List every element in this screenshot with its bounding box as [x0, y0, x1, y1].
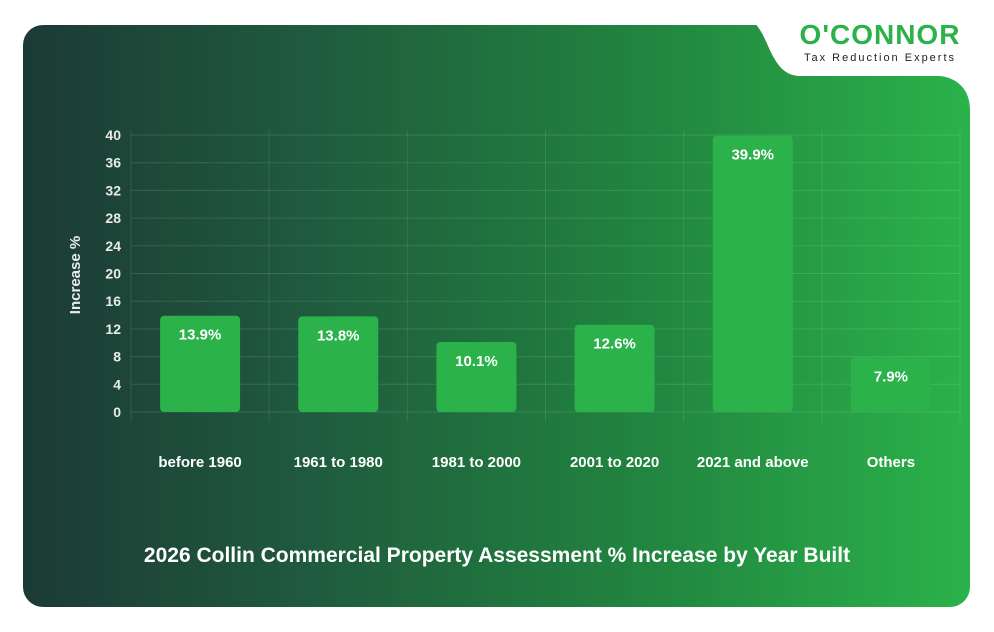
y-tick-label: 16: [105, 293, 121, 309]
y-tick-label: 24: [105, 238, 121, 254]
y-tick-label: 28: [105, 210, 121, 226]
x-tick-label: 2001 to 2020: [570, 454, 659, 471]
y-axis-label: Increase %: [67, 236, 84, 314]
oconnor-logo: O'CONNOR Tax Reduction Experts: [790, 19, 970, 65]
y-tick-label: 40: [105, 127, 121, 143]
data-label: 10.1%: [455, 353, 498, 370]
logo-notch: [735, 0, 994, 110]
data-label: 13.8%: [317, 327, 360, 344]
logo-tagline: Tax Reduction Experts: [803, 52, 957, 64]
bar-2021-and-above: [712, 135, 793, 412]
y-tick-label: 36: [105, 155, 121, 171]
y-tick-label: 4: [113, 376, 121, 392]
x-tick-label: Others: [867, 454, 915, 471]
bar-1981-to-2000: [436, 342, 517, 412]
bar-1961-to-1980: [298, 316, 379, 412]
y-tick-label: 8: [113, 349, 121, 365]
x-tick-label: 1981 to 2000: [432, 454, 521, 471]
chart-title: 2026 Collin Commercial Property Assessme…: [144, 544, 850, 567]
x-tick-label: 1961 to 1980: [294, 454, 383, 471]
data-label: 7.9%: [874, 368, 908, 385]
data-label: 12.6%: [593, 336, 636, 353]
y-tick-label: 20: [105, 266, 121, 282]
y-tick-label: 12: [105, 321, 121, 337]
x-tick-label: 2021 and above: [697, 454, 809, 471]
bar-others: [850, 357, 931, 412]
data-label: 13.9%: [179, 327, 222, 344]
bar-before-1960: [160, 315, 241, 412]
bar-2001-to-2020: [574, 324, 655, 412]
y-tick-label: 0: [113, 404, 121, 420]
x-tick-label: before 1960: [158, 454, 241, 471]
data-label: 39.9%: [731, 147, 774, 164]
y-tick-label: 32: [105, 182, 121, 198]
logo-name: O'CONNOR: [799, 19, 961, 50]
